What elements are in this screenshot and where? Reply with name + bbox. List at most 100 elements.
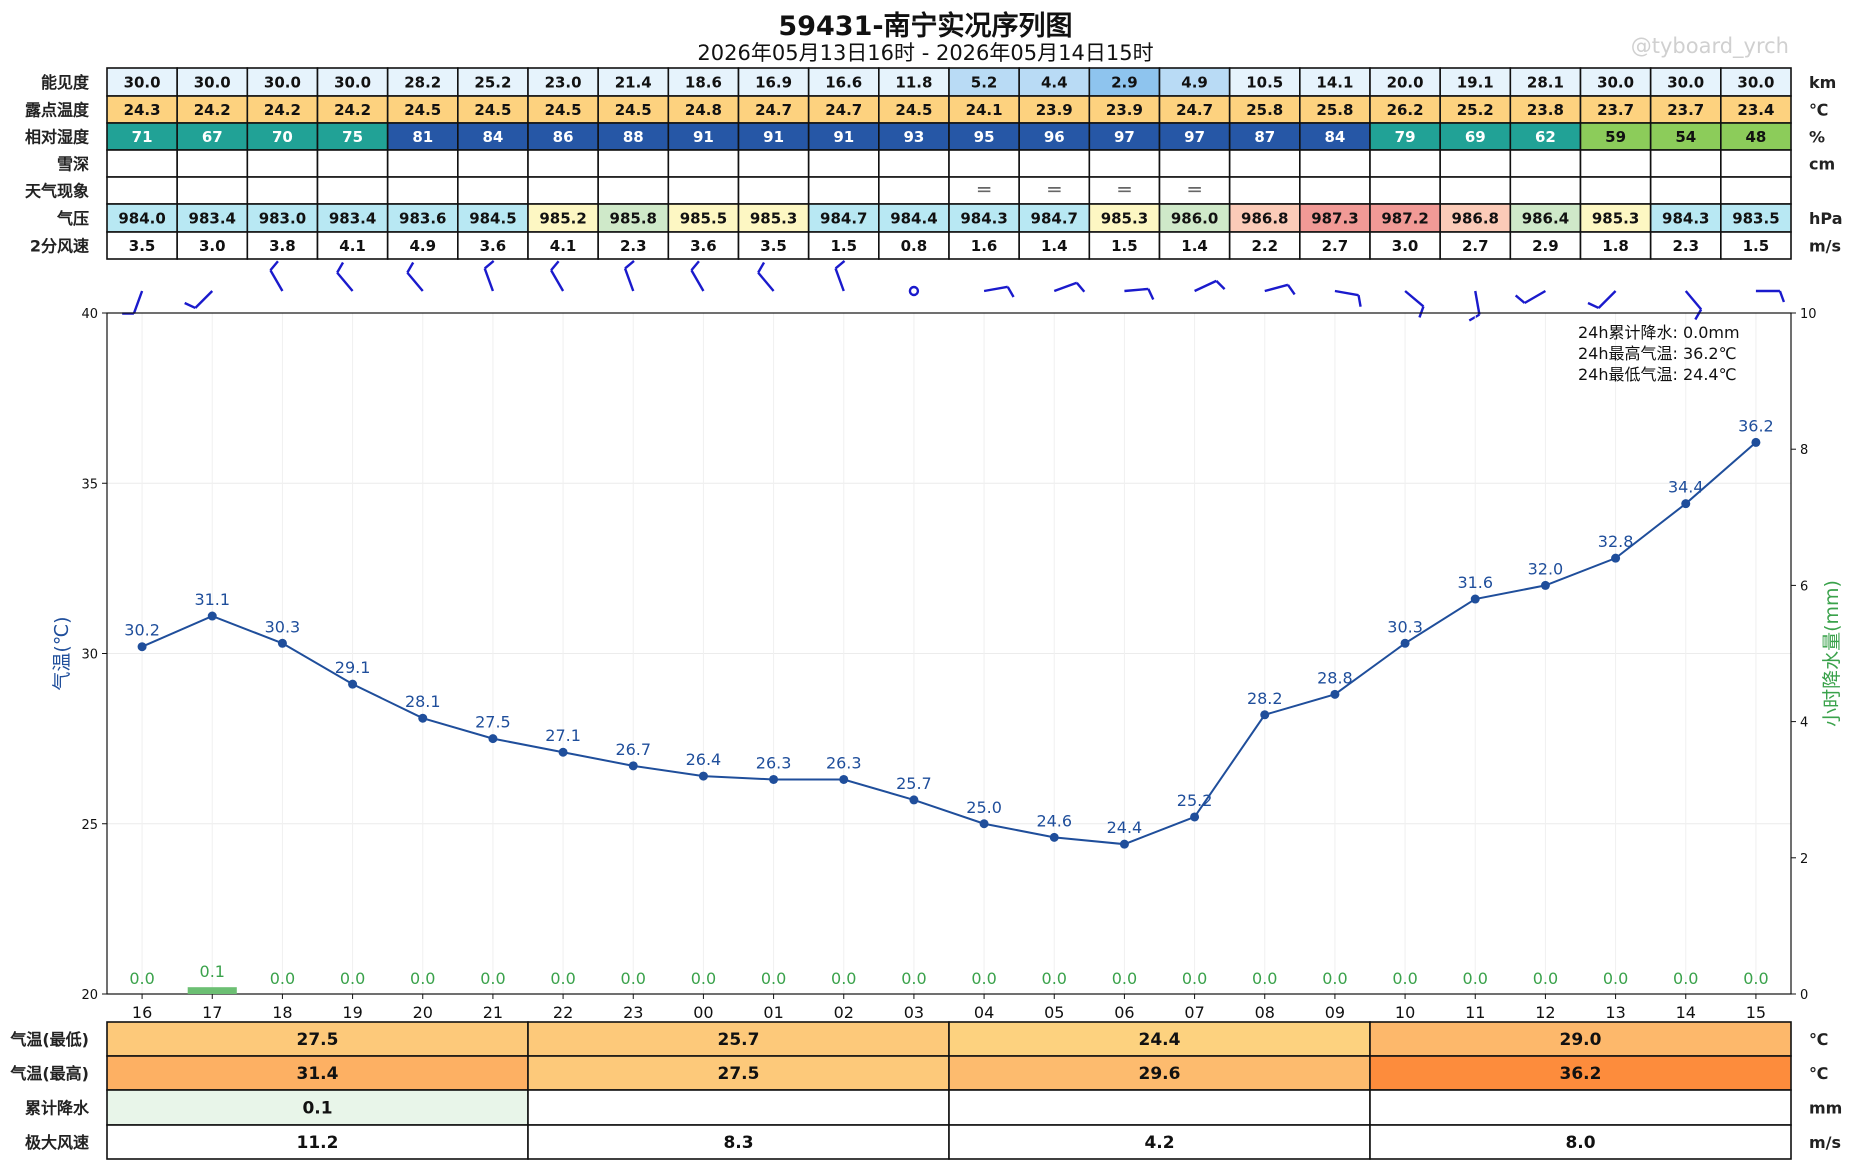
table-cell <box>527 122 599 151</box>
temperature-value-label: 24.6 <box>1036 811 1072 830</box>
temperature-value-label: 25.7 <box>896 774 932 793</box>
wind-barb-icon <box>550 260 565 292</box>
table-cell-value: 24.7 <box>825 101 862 119</box>
wind-barb-flag <box>1147 288 1155 301</box>
wind-barb-flag <box>406 261 415 274</box>
table-cell <box>1509 176 1582 205</box>
table-cell-value: 984.7 <box>1031 210 1078 228</box>
table-cell <box>246 176 319 205</box>
temperature-point <box>1049 832 1059 842</box>
table-cell <box>878 176 950 205</box>
table-cell <box>457 149 529 178</box>
table-cell-value: 4.9 <box>409 237 436 255</box>
table-cell-value: 54 <box>1675 128 1696 146</box>
table-cell-value: 3.0 <box>1392 237 1419 255</box>
wind-barb-icon <box>757 261 775 292</box>
table-cell <box>1299 122 1371 151</box>
wind-barb-icon <box>1334 289 1362 307</box>
bottom-row-label: 气温(最高) <box>9 1064 89 1083</box>
bottom-cell <box>106 1021 529 1057</box>
table-cell <box>176 176 249 205</box>
table-cell-value: 97 <box>1184 128 1205 146</box>
x-tick-label: 06 <box>1114 1003 1134 1022</box>
bottom-cell-value: 0.1 <box>302 1099 332 1119</box>
table-cell-value: 28.1 <box>1527 74 1564 92</box>
top-row-label: 气压 <box>56 209 89 228</box>
top-row-unit: % <box>1809 128 1825 147</box>
table-cell-value: 3.6 <box>480 237 507 255</box>
table-cell <box>1439 203 1512 233</box>
table-cell-value: 23.9 <box>1106 101 1143 119</box>
table-cell <box>1088 122 1161 151</box>
y-tick-label: 35 <box>81 477 98 492</box>
table-cell-value: 16.6 <box>825 74 862 92</box>
table-cell-value: 2.7 <box>1462 237 1489 255</box>
table-cell-value: 1.4 <box>1041 237 1068 255</box>
x-tick-label: 12 <box>1535 1003 1555 1022</box>
table-cell-value: 62 <box>1535 128 1556 146</box>
wind-barb-flag <box>1694 308 1703 321</box>
top-row-label: 雪深 <box>57 155 89 174</box>
table-cell <box>667 67 740 97</box>
precip-value-label: 0.0 <box>1392 969 1417 988</box>
x-tick-label: 18 <box>272 1003 292 1022</box>
table-cell-value: 11.8 <box>895 74 932 92</box>
table-cell <box>386 231 459 260</box>
precip-value-label: 0.0 <box>480 969 505 988</box>
precip-value-label: 0.0 <box>1112 969 1137 988</box>
fog-icon: ═ <box>1117 178 1131 202</box>
wind-barb-flag <box>624 260 635 270</box>
precip-value-label: 0.0 <box>1463 969 1488 988</box>
top-row-label: 露点温度 <box>25 101 90 120</box>
temperature-point <box>628 761 638 771</box>
wind-barb-shaft <box>1404 290 1425 308</box>
table-cell <box>527 149 599 178</box>
temperature-value-label: 26.3 <box>756 753 792 772</box>
y-tick-label: 20 <box>81 988 98 1003</box>
temperature-point <box>488 734 498 744</box>
wind-barb-flag <box>1075 282 1086 293</box>
bottom-cell-value: 4.2 <box>1144 1133 1174 1153</box>
table-cell-value: 24.2 <box>194 101 231 119</box>
table-cell-value: 987.2 <box>1381 210 1428 228</box>
table-cell <box>1720 67 1792 97</box>
top-row-unit: ℃ <box>1809 101 1828 120</box>
table-cell-value: 59 <box>1605 128 1626 146</box>
fog-icon: ═ <box>977 178 991 202</box>
table-cell-value: 3.5 <box>760 237 787 255</box>
table-cell <box>1228 203 1301 233</box>
wind-barb-shaft <box>194 290 214 309</box>
table-cell <box>1158 203 1231 233</box>
table-cell-value: 96 <box>1044 128 1065 146</box>
wind-barb-shaft <box>1124 287 1149 293</box>
y2-axis-label: 小时降水量(mm) <box>1821 580 1843 727</box>
table-cell <box>807 231 880 260</box>
table-cell <box>1299 149 1371 178</box>
wind-barb-flag <box>550 260 560 271</box>
table-cell <box>1228 176 1301 205</box>
table-cell-value: 985.3 <box>750 210 797 228</box>
table-cell <box>246 149 319 178</box>
temperature-value-label: 26.4 <box>686 750 722 769</box>
temperature-point <box>1751 437 1761 447</box>
table-cell-value: 24.7 <box>1176 101 1213 119</box>
x-tick-label: 09 <box>1325 1003 1345 1022</box>
table-cell <box>1369 176 1441 205</box>
table-cell <box>1649 149 1722 178</box>
temperature-point <box>979 819 989 829</box>
temperature-point <box>348 679 358 689</box>
table-cell <box>1509 95 1582 124</box>
table-cell-value: 25.2 <box>1457 101 1494 119</box>
temperature-value-label: 29.1 <box>335 658 371 677</box>
precip-value-label: 0.0 <box>831 969 856 988</box>
table-cell-value: 987.3 <box>1311 210 1358 228</box>
table-cell-value: 25.8 <box>1316 101 1353 119</box>
temperature-point <box>1540 580 1550 590</box>
x-tick-label: 23 <box>623 1003 643 1022</box>
y2-tick-label: 4 <box>1800 716 1808 731</box>
x-tick-label: 07 <box>1184 1003 1204 1022</box>
temperature-value-label: 28.2 <box>1247 689 1283 708</box>
top-table: 能见度 30.0 30.0 30.0 30.0 28.2 25.2 23.0 21.4 18.6 1… <box>25 67 1842 260</box>
bottom-cell <box>1369 1124 1792 1160</box>
wind-barb-icon <box>1514 289 1547 305</box>
